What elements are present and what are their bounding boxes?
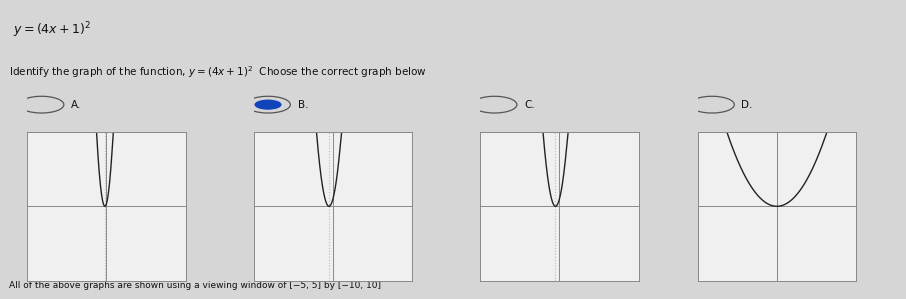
Text: Identify the graph of the function, $y=(4x+1)^2$  Choose the correct graph below: Identify the graph of the function, $y=(… [9, 64, 427, 80]
Circle shape [255, 100, 282, 110]
Text: D.: D. [741, 100, 753, 110]
Text: C.: C. [524, 100, 535, 110]
Text: B.: B. [297, 100, 308, 110]
Text: $y = (4x + 1)^2$: $y = (4x + 1)^2$ [13, 20, 91, 40]
Text: A.: A. [71, 100, 82, 110]
Text: All of the above graphs are shown using a viewing window of [−5, 5] by [−10, 10]: All of the above graphs are shown using … [9, 281, 381, 290]
